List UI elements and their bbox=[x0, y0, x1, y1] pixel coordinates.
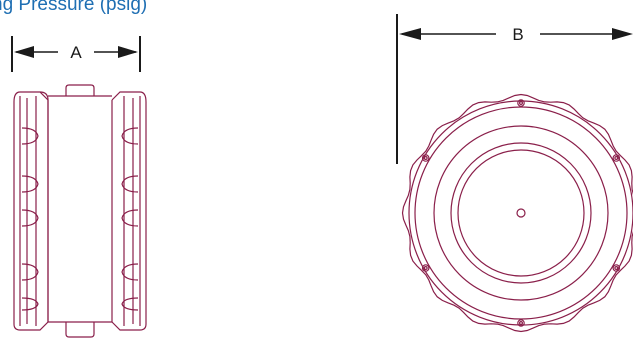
front-view-rim-ring bbox=[408, 100, 633, 326]
front-view bbox=[401, 93, 633, 333]
bolt-hole bbox=[517, 319, 525, 327]
side-view-right-flange bbox=[111, 91, 147, 331]
side-view-left-flange bbox=[13, 91, 49, 331]
front-view-outer-rim bbox=[401, 93, 633, 333]
dimension-a: A bbox=[11, 36, 141, 72]
dimension-a-label: A bbox=[70, 43, 82, 62]
dimension-b-right-arrowhead bbox=[612, 28, 633, 40]
side-view bbox=[13, 84, 147, 338]
front-view-center-hole bbox=[516, 208, 526, 218]
bolt-hole-center bbox=[518, 100, 523, 105]
bolt-hole-center bbox=[423, 156, 428, 161]
bolt-hole bbox=[517, 99, 525, 107]
dimension-a-left-arrowhead bbox=[14, 46, 34, 58]
dimension-b: B bbox=[396, 14, 633, 164]
bolt-hole-center bbox=[614, 266, 619, 271]
front-view-inner-ring bbox=[450, 142, 592, 284]
bolt-hole bbox=[421, 154, 430, 162]
bolt-hole bbox=[612, 264, 621, 272]
side-view-body bbox=[47, 95, 113, 323]
side-view-top-boss bbox=[65, 84, 95, 96]
side-view-bottom-boss bbox=[65, 322, 95, 338]
dimension-b-label: B bbox=[512, 25, 523, 44]
diagram-title: ng Pressure (psig) bbox=[0, 0, 148, 15]
bolt-hole bbox=[421, 264, 430, 272]
bolt-hole bbox=[612, 154, 621, 162]
front-view-body-ring bbox=[433, 125, 609, 301]
bolt-hole-center bbox=[423, 266, 428, 271]
bolt-hole-center bbox=[518, 321, 523, 326]
dimension-a-right-arrowhead bbox=[118, 46, 138, 58]
front-view-bore-ring bbox=[457, 149, 585, 277]
bolt-hole-center bbox=[614, 156, 619, 161]
front-view-flange-ring bbox=[414, 106, 628, 320]
dimension-b-left-arrowhead bbox=[399, 28, 421, 40]
front-view-bolt-holes bbox=[421, 99, 621, 327]
